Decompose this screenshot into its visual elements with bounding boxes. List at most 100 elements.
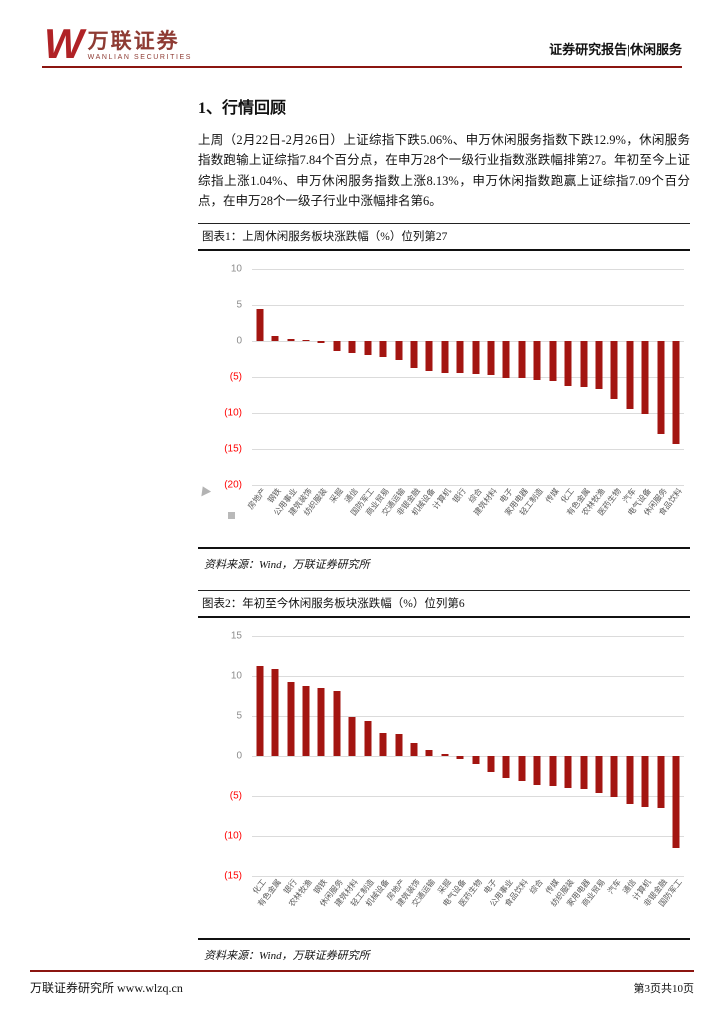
chart-bar xyxy=(395,341,402,361)
figure2-title: 图表2：年初至今休闲服务板块涨跌幅（%）位列第6 xyxy=(198,590,690,618)
chart-bar xyxy=(595,756,603,793)
chart-bar xyxy=(441,754,449,756)
y-axis-tick: (5) xyxy=(229,371,242,383)
y-axis-tick: 0 xyxy=(236,335,242,347)
brand-name-cn: 万联证券 xyxy=(87,29,180,53)
plot-area xyxy=(252,636,684,877)
x-axis-label: 汽车 xyxy=(605,877,623,896)
gridline xyxy=(252,269,684,270)
chart-bar xyxy=(657,756,665,808)
chart-bar xyxy=(549,756,557,787)
figure1-source: 资料来源：Wind，万联证券研究所 xyxy=(204,559,370,571)
chart-bar xyxy=(641,756,649,808)
chart-bar xyxy=(641,341,649,414)
y-axis-tick: (20) xyxy=(224,479,242,491)
gridline xyxy=(252,377,684,378)
chart-bar xyxy=(333,691,341,756)
chart-bar xyxy=(456,756,464,760)
chart-bar xyxy=(472,756,480,764)
chart-bar xyxy=(317,688,325,756)
gridline xyxy=(252,341,684,342)
chart-bar xyxy=(595,341,603,389)
chart-bar xyxy=(533,341,541,380)
gridline xyxy=(252,796,684,797)
chart-bar xyxy=(626,756,634,804)
gridline xyxy=(252,676,684,677)
y-axis-tick: (5) xyxy=(229,790,242,802)
chart-bar xyxy=(287,338,295,341)
logo-w-icon: W xyxy=(44,20,84,67)
gridline xyxy=(252,305,684,306)
page-footer: 万联证券研究所 www.wlzq.cn 第3页共10页 xyxy=(30,970,694,996)
y-axis-tick: (15) xyxy=(224,870,242,882)
chart-bar xyxy=(287,682,295,756)
y-axis-tick: 10 xyxy=(230,670,242,682)
scan-artifact-square xyxy=(228,512,235,519)
figure2-bar-chart: 15 10 5 0 (5) (10) (15) 化工 有色金属 银行 农林牧渔 钢铁 休闲服务 建筑材料轻… xyxy=(198,618,690,940)
chart-bar xyxy=(333,341,341,352)
header-rule xyxy=(42,66,682,68)
x-axis-label: 综合 xyxy=(528,877,546,896)
plot-area xyxy=(252,269,684,486)
chart-bar xyxy=(364,341,372,356)
y-axis-tick: (10) xyxy=(224,830,242,842)
chart-bar xyxy=(441,341,449,373)
chart-bar xyxy=(456,341,464,374)
gridline xyxy=(252,876,684,877)
x-axis-label: 银行 xyxy=(451,486,469,505)
chart-bar xyxy=(672,756,680,848)
chart-bar xyxy=(256,665,264,756)
chart-bar xyxy=(533,756,541,785)
chart-bar xyxy=(379,341,387,357)
chart-bar xyxy=(425,341,433,372)
page-number: 第3页共10页 xyxy=(633,983,695,995)
chart-bar xyxy=(487,756,495,772)
chart-bar xyxy=(348,341,356,353)
chart-bar xyxy=(580,341,588,388)
chart-bar xyxy=(256,308,264,341)
chart-bar xyxy=(518,756,526,781)
figure1-title: 图表1：上周休闲服务板块涨跌幅（%）位列第27 xyxy=(198,223,690,251)
figure-2: 图表2：年初至今休闲服务板块涨跌幅（%）位列第6 15 10 5 0 (5) (10) (1… xyxy=(198,590,690,967)
chart-bar xyxy=(425,750,433,756)
section-title: 1、行情回顾 xyxy=(198,100,287,117)
y-axis-tick: 10 xyxy=(230,263,242,275)
gridline xyxy=(252,716,684,717)
y-axis-tick: (10) xyxy=(224,407,242,419)
y-axis-tick: 5 xyxy=(236,299,242,311)
y-axis: 15 10 5 0 (5) (10) (15) xyxy=(202,631,252,882)
chart-bar xyxy=(348,716,356,756)
chart-bar xyxy=(271,335,279,341)
chart-bar xyxy=(657,341,665,434)
y-axis: 10 5 0 (5) (10) (15) (20) xyxy=(202,264,252,491)
y-axis-tick: 0 xyxy=(236,750,242,762)
gridline xyxy=(252,449,684,450)
x-axis: 房地产 钢铁 公用事业 建筑装饰 纺织服装 采掘 通信 国防军工 商业贸易 交通运输 非银金融 机械设… xyxy=(246,485,684,547)
gridline xyxy=(252,756,684,757)
chart-bar xyxy=(410,341,418,369)
gridline xyxy=(252,636,684,637)
footer-institute-url: 万联证券研究所 www.wlzq.cn xyxy=(30,981,183,995)
chart-bar xyxy=(410,743,418,756)
gridline xyxy=(252,485,684,486)
report-body: 1、行情回顾 上周（2月22日-2月26日）上证综指下跌5.06%、申万休闲服务… xyxy=(198,94,690,967)
chart-bar xyxy=(364,720,372,756)
chart-bar xyxy=(502,756,510,778)
figure2-source: 资料来源：Wind，万联证券研究所 xyxy=(204,950,370,962)
gridline xyxy=(252,413,684,414)
report-type-label: 证券研究报告|休闲服务 xyxy=(549,42,682,57)
chart-bar xyxy=(610,341,618,400)
y-axis-tick: 5 xyxy=(236,710,242,722)
chart-bar xyxy=(271,668,279,756)
chart-bar xyxy=(302,686,310,756)
figure1-bar-chart: 10 5 0 (5) (10) (15) (20) 房地产 钢铁 公用事业 建筑装饰 纺织服装 采掘 通信… xyxy=(198,251,690,549)
figure-1: 图表1：上周休闲服务板块涨跌幅（%）位列第27 10 5 0 (5) (10) (15) (… xyxy=(198,223,690,576)
gridline xyxy=(252,836,684,837)
chart-bar xyxy=(564,341,572,386)
chart-bar xyxy=(610,756,618,797)
x-axis: 化工 有色金属 银行 农林牧渔 钢铁 休闲服务 建筑材料 轻工制造 机械设备 房地产 建筑装饰 交通运… xyxy=(251,876,685,938)
market-review-paragraph: 上周（2月22日-2月26日）上证综指下跌5.06%、申万休闲服务指数下跌12.… xyxy=(198,133,690,208)
y-axis-tick: (15) xyxy=(224,443,242,455)
chart-bar xyxy=(395,733,402,756)
